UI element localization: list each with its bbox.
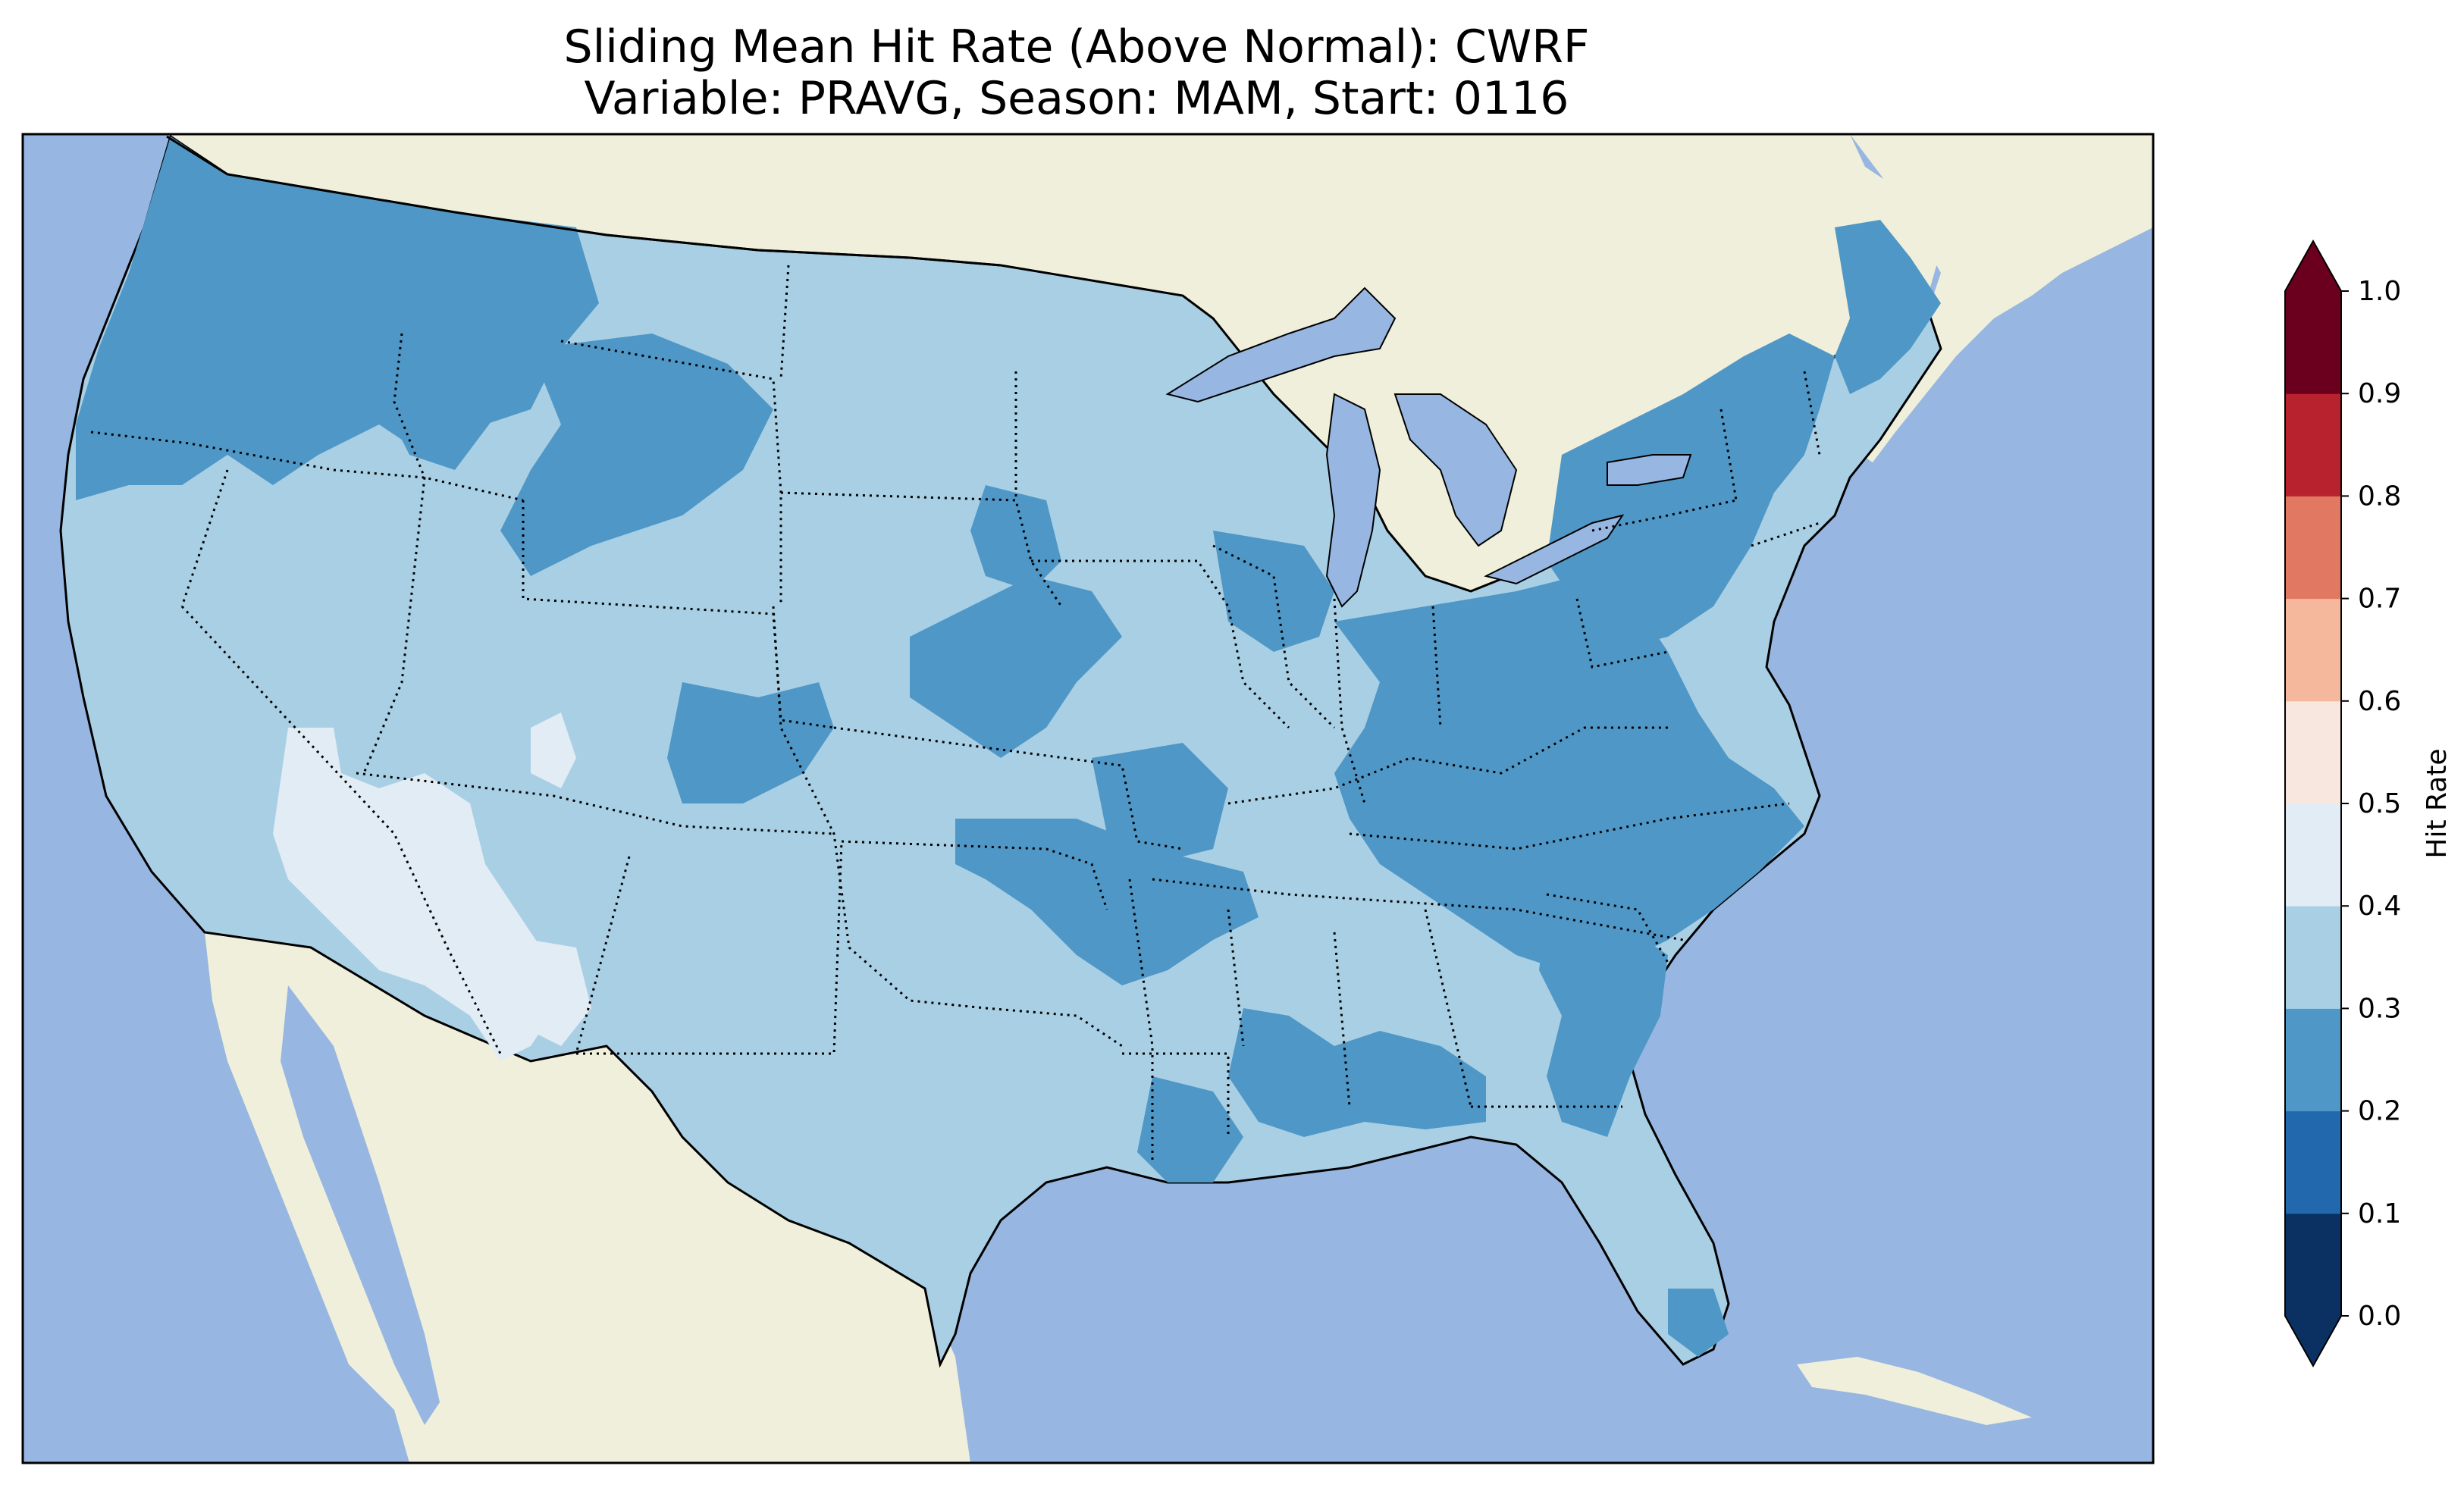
colorbar-tick-label: 1.0 xyxy=(2358,276,2401,307)
patch-oklahoma-arkansas xyxy=(955,819,1259,985)
colorbar-tick-label: 0.1 xyxy=(2358,1198,2401,1229)
chart-title-line-2: Variable: PRAVG, Season: MAM, Start: 011… xyxy=(584,72,1569,125)
colorbar-bin-4 xyxy=(2285,803,2341,907)
patch-utah xyxy=(531,713,576,788)
patch-montana-east xyxy=(500,334,773,576)
patch-missouri xyxy=(1092,743,1228,864)
colorbar-tick-label: 0.5 xyxy=(2358,788,2401,819)
patch-louisiana xyxy=(1137,1076,1243,1182)
colorbar-bin-5 xyxy=(2285,700,2341,804)
maritimes-land xyxy=(1850,134,2153,462)
colorbar-tick-label: 0.2 xyxy=(2358,1096,2401,1127)
state-borders xyxy=(90,265,1821,1160)
patch-upper-midwest xyxy=(970,485,1061,591)
colorbar-bin-7 xyxy=(2285,496,2341,600)
patch-southwest xyxy=(273,728,561,1061)
colorbar-bin-8 xyxy=(2285,393,2341,496)
colorbar-tick-label: 0.0 xyxy=(2358,1301,2401,1332)
cuba-land xyxy=(1797,1357,2032,1425)
patch-gulf-coast xyxy=(1228,1008,1486,1137)
great-lakes xyxy=(1165,287,1692,608)
hit-rate-0.4-0.5-patches xyxy=(273,713,591,1061)
patch-kansas-nebraska xyxy=(910,576,1122,758)
colorbar-bin-6 xyxy=(2285,598,2341,702)
colorbar-tick-label: 0.3 xyxy=(2358,993,2401,1024)
gulf-of-california xyxy=(281,985,440,1425)
hit-rate-0.2-0.3-patches xyxy=(76,136,1941,1357)
colorbar-bin-3 xyxy=(2285,906,2341,1009)
colorbar-bin-0 xyxy=(2285,1213,2341,1317)
colorbar-extend-over xyxy=(2285,241,2341,291)
lake-ontario xyxy=(1607,454,1692,486)
patch-colorado xyxy=(667,682,834,803)
chart-title-line-1: Sliding Mean Hit Rate (Above Normal): CW… xyxy=(563,20,1590,74)
patch-new-mexico-west xyxy=(531,940,591,1046)
map-frame xyxy=(21,133,2155,1464)
lake-superior xyxy=(1165,287,1397,403)
colorbar-tick-label: 0.9 xyxy=(2358,378,2401,409)
colorbar-tick-label: 0.6 xyxy=(2358,686,2401,717)
colorbar-bin-1 xyxy=(2285,1110,2341,1214)
patch-south-florida xyxy=(1668,1289,1729,1357)
colorbar-label: Hit Rate xyxy=(2422,748,2453,858)
colorbar-bin-9 xyxy=(2285,291,2341,394)
patch-ohio-valley-appalachians xyxy=(1334,576,1804,970)
colorbar-extend-under xyxy=(2285,1316,2341,1366)
lake-erie xyxy=(1484,514,1625,585)
patch-southeast-coast xyxy=(1539,910,1668,1137)
patch-iowa-illinois xyxy=(1213,531,1334,652)
colorbar-tick-label: 0.4 xyxy=(2358,891,2401,922)
patch-northeast xyxy=(1547,334,1835,652)
colorbar-tick-label: 0.8 xyxy=(2358,481,2401,512)
patch-idaho xyxy=(379,227,576,470)
colorbar: 0.0 0.1 0.2 0.3 0.4 0.5 0.6 0.7 0.8 0.9 1.0 Hit Rat… xyxy=(2284,239,2453,1368)
patch-maine xyxy=(1835,220,1941,394)
canada-border xyxy=(166,135,1002,267)
colorbar-tick-label: 0.7 xyxy=(2358,584,2401,615)
lake-michigan xyxy=(1325,393,1381,608)
colorbar-bin-2 xyxy=(2285,1008,2341,1112)
lake-huron xyxy=(1393,393,1518,547)
map-panel xyxy=(23,134,2153,1463)
